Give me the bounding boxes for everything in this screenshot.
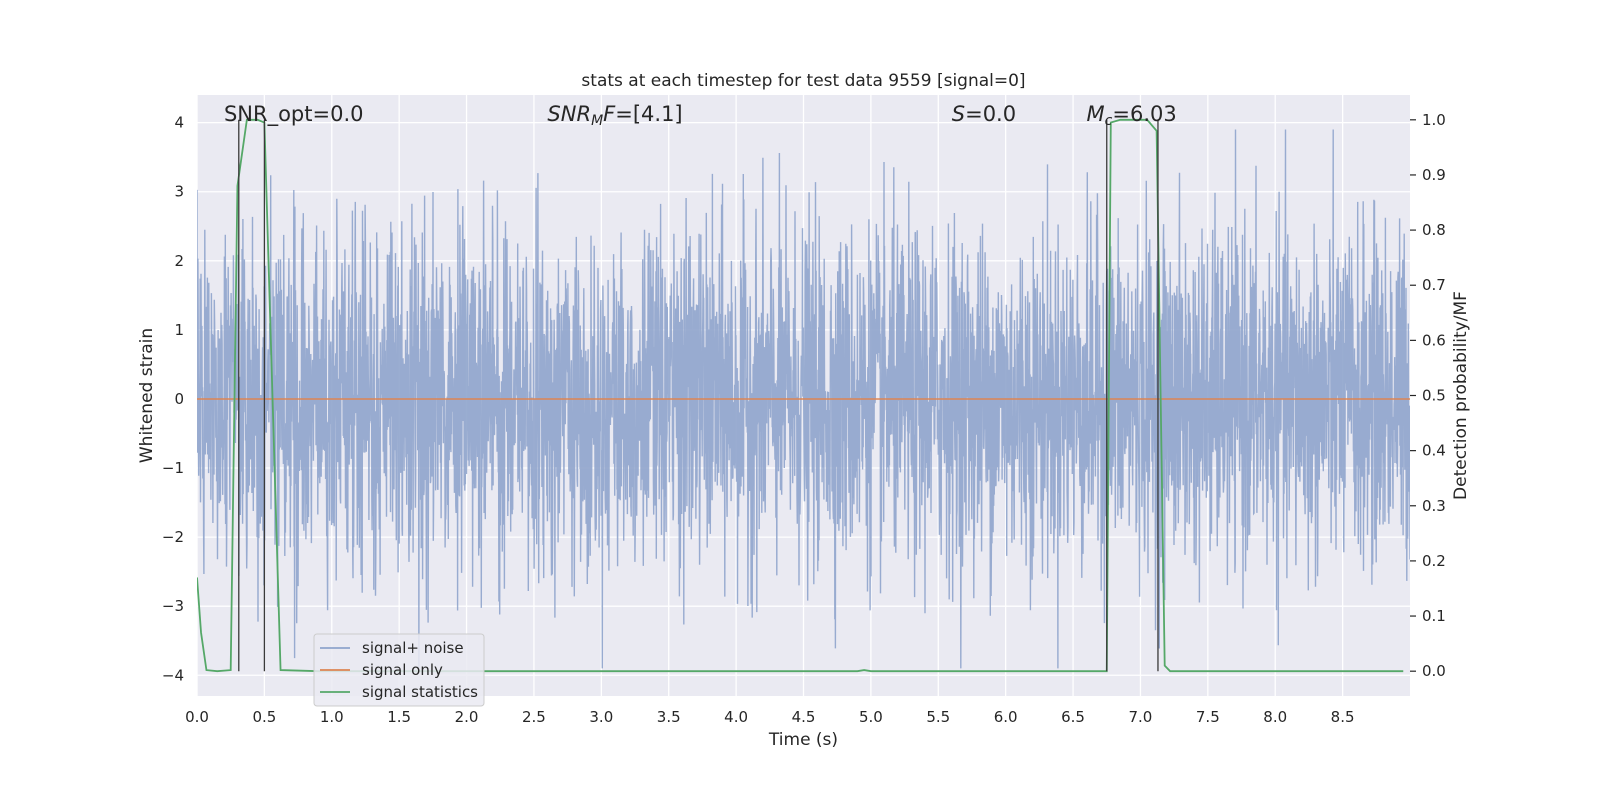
legend: signal+ noise signal only signal statistic… — [313, 633, 485, 707]
right-tick-label: 0.3 — [1422, 497, 1446, 515]
right-tick-label: 0.6 — [1422, 331, 1446, 349]
x-tick-label: 5.0 — [859, 708, 883, 726]
x-tick-label: 5.5 — [926, 708, 950, 726]
annotation-label: SNRMF=[4.1] — [547, 102, 682, 129]
x-tick-label: 3.0 — [589, 708, 613, 726]
x-tick-label: 6.0 — [994, 708, 1018, 726]
x-axis-ticks: 0.0 0.5 1.0 1.5 2.0 2.5 3.0 3.5 4.0 4.5 5.0 5.5 6.0 6… — [185, 708, 1354, 726]
annotation-label: SNR_opt=0.0 — [224, 102, 364, 127]
y-axis-ticks: 4 3 2 1 0 −1 −2 −3 −4 — [162, 114, 184, 685]
x-axis-label: Time (s) — [768, 730, 838, 750]
x-tick-label: 2.0 — [455, 708, 479, 726]
legend-entry: signal+ noise — [362, 639, 464, 657]
right-axis-ticks: 1.0 0.9 0.8 0.7 0.6 0.5 0.4 0.3 0.2 0.1 0.0 — [1410, 111, 1446, 680]
y-tick-label: −4 — [162, 666, 184, 684]
legend-entry: signal only — [362, 661, 443, 679]
x-tick-label: 8.0 — [1263, 708, 1287, 726]
x-tick-label: 8.5 — [1331, 708, 1355, 726]
right-tick-label: 0.7 — [1422, 276, 1446, 294]
series-signal-statistics-line — [197, 118, 1404, 673]
x-tick-label: 7.5 — [1196, 708, 1220, 726]
x-tick-label: 4.0 — [724, 708, 748, 726]
y-tick-label: 1 — [174, 321, 184, 339]
y-tick-label: −1 — [162, 459, 184, 477]
y-tick-label: 0 — [174, 390, 184, 408]
x-tick-label: 3.5 — [657, 708, 681, 726]
x-tick-label: 0.0 — [185, 708, 209, 726]
y-tick-label: 2 — [174, 252, 184, 270]
chart-title: stats at each timestep for test data 955… — [581, 71, 1025, 91]
x-tick-label: 4.5 — [792, 708, 816, 726]
y-tick-label: −3 — [162, 597, 184, 615]
right-tick-label: 0.1 — [1422, 607, 1446, 625]
vertical-markers — [238, 119, 1159, 672]
x-tick-label: 1.0 — [320, 708, 344, 726]
y-axis-label: Whitened strain — [137, 328, 157, 463]
series-signal-noise-line — [197, 129, 1410, 669]
right-tick-label: 0.8 — [1422, 221, 1446, 239]
right-tick-label: 0.2 — [1422, 552, 1446, 570]
annotations: SNR_opt=0.0 SNRMF=[4.1] S=0.0 Mc=6.03 — [224, 102, 1177, 129]
x-tick-label: 6.5 — [1061, 708, 1085, 726]
right-tick-label: 0.0 — [1422, 662, 1446, 680]
annotation-label: S=0.0 — [952, 102, 1016, 126]
right-tick-label: 1.0 — [1422, 111, 1446, 129]
y-tick-label: 4 — [174, 114, 184, 132]
x-tick-label: 2.5 — [522, 708, 546, 726]
right-axis-label: Detection probability/MF — [1451, 291, 1471, 500]
right-tick-label: 0.4 — [1422, 442, 1446, 460]
x-tick-label: 0.5 — [252, 708, 276, 726]
y-tick-label: −2 — [162, 528, 184, 546]
right-tick-label: 0.9 — [1422, 166, 1446, 184]
legend-entry: signal statistics — [362, 683, 478, 701]
y-tick-label: 3 — [174, 183, 184, 201]
x-tick-label: 7.0 — [1129, 708, 1153, 726]
annotation-label: Mc=6.03 — [1087, 102, 1177, 129]
x-tick-label: 1.5 — [387, 708, 411, 726]
right-tick-label: 0.5 — [1422, 387, 1446, 405]
